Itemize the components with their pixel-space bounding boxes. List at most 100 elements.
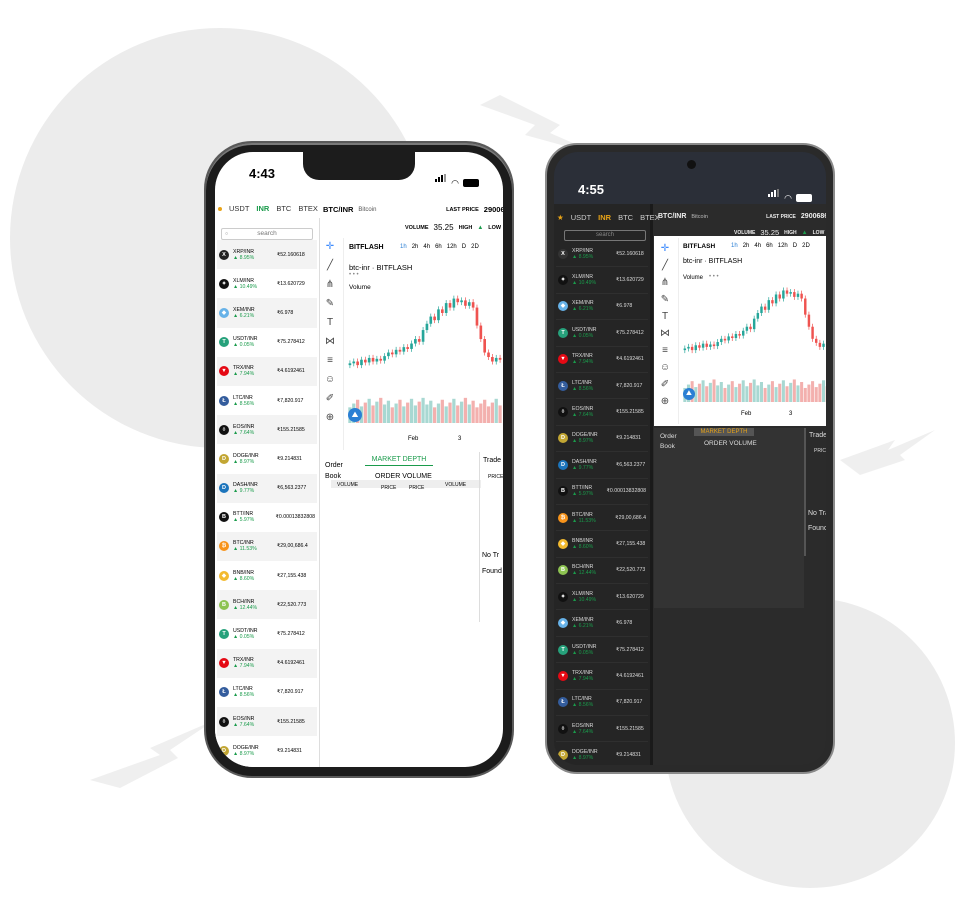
timeframe-12h[interactable]: 12h: [777, 243, 788, 249]
coin-row[interactable]: Ł LTC/INR ▲ 8.56% ₹7,820.917: [217, 678, 317, 707]
trades-label: Trade: [809, 432, 826, 439]
timeframe-d[interactable]: D: [792, 243, 798, 249]
coin-row[interactable]: Ł LTC/INR ▲ 8.56% ₹7,820.917: [556, 373, 648, 400]
ruler-icon[interactable]: ✐: [660, 379, 670, 390]
coin-row[interactable]: ✦ XLM/INR ▲ 10.49% ₹13.620729: [217, 269, 317, 298]
coin-pair: DOGE/INR: [572, 432, 598, 439]
pattern-icon[interactable]: ⋈: [660, 328, 670, 339]
no-trades-text: No Tra: [808, 510, 826, 517]
favorite-dot-icon[interactable]: [218, 206, 222, 211]
crosshair-icon[interactable]: ✛: [660, 243, 670, 254]
market-tab-btc[interactable]: BTC: [276, 204, 292, 213]
coin-row[interactable]: ▼ TRX/INR ▲ 7.94% ₹4.6192461: [556, 347, 648, 373]
coin-row[interactable]: ₿ BTC/INR ▲ 11.53% ₹29,00,686.4: [556, 505, 648, 532]
coin-row[interactable]: ◆ XEM/INR ▲ 6.21% ₹6.978: [556, 294, 648, 321]
timeframe-d[interactable]: D: [461, 244, 467, 250]
market-depth-tab[interactable]: MARKET DEPTH: [365, 456, 433, 466]
zoom-icon[interactable]: ⊕: [660, 396, 670, 407]
timeframe-2d[interactable]: 2D: [802, 243, 810, 249]
market-tab-usdt[interactable]: USDT: [570, 213, 592, 222]
coin-row[interactable]: T USDT/INR ▲ 0.05% ₹75.278412: [556, 320, 648, 347]
coin-row[interactable]: B BTT/INR ▲ 5.97% ₹0.00013832808: [556, 479, 648, 505]
volume-bar: [789, 382, 793, 402]
timeframe-1h[interactable]: 1h: [731, 243, 738, 249]
market-tab-inr[interactable]: INR: [256, 204, 270, 213]
candle-body: [716, 342, 719, 347]
brush-icon[interactable]: ✎: [660, 294, 670, 305]
coin-icon: ▼: [558, 670, 568, 681]
coin-row[interactable]: D DOGE/INR ▲ 8.97% ₹9.214831: [556, 426, 648, 453]
search-input[interactable]: search: [564, 230, 646, 241]
coin-row[interactable]: ▼ TRX/INR ▲ 7.94% ₹4.6192461: [556, 663, 648, 690]
coin-row[interactable]: X XRP/INR ▲ 8.95% ₹52.160618: [217, 240, 317, 270]
timeframe-6h[interactable]: 6h: [435, 244, 442, 250]
coin-row[interactable]: ◆ XEM/INR ▲ 6.21% ₹6.978: [556, 610, 648, 637]
market-tab-inr[interactable]: INR: [598, 213, 612, 222]
fib-icon[interactable]: ≡: [327, 355, 333, 366]
coin-row[interactable]: D DOGE/INR ▲ 8.97% ₹9.214831: [217, 444, 317, 473]
coin-row[interactable]: ◆ BNB/INR ▲ 8.60% ₹27,155.438: [217, 561, 317, 590]
timeframe-2h[interactable]: 2h: [742, 243, 750, 249]
market-tab-btc[interactable]: BTC: [618, 213, 634, 222]
timeframe-4h[interactable]: 4h: [754, 243, 762, 249]
coin-row[interactable]: Ł LTC/INR ▲ 8.56% ₹7,820.917: [217, 386, 317, 415]
coin-row[interactable]: X XRP/INR ▲ 8.95% ₹52.160618: [556, 241, 648, 268]
coin-row[interactable]: T USDT/INR ▲ 0.05% ₹75.278412: [556, 637, 648, 664]
coin-row[interactable]: T USDT/INR ▲ 0.05% ₹75.278412: [217, 328, 317, 357]
trend-line-icon[interactable]: ╱: [661, 260, 669, 271]
coin-row[interactable]: T USDT/INR ▲ 0.05% ₹75.278412: [217, 619, 317, 648]
coin-change: ▲ 12.44%: [233, 604, 258, 611]
coin-row[interactable]: B BCH/INR ▲ 12.44% ₹22,520.773: [556, 558, 648, 585]
search-input[interactable]: ○ search: [221, 228, 313, 240]
market-depth-tab[interactable]: MARKET DEPTH: [694, 428, 754, 436]
coin-row[interactable]: ◆ BNB/INR ▲ 8.60% ₹27,155.438: [556, 531, 648, 558]
timeframe-6h[interactable]: 6h: [766, 243, 773, 249]
smiley-icon[interactable]: ☺: [659, 362, 671, 373]
coin-row[interactable]: ◊ EOS/INR ▲ 7.64% ₹155.21585: [556, 716, 648, 743]
coin-row[interactable]: ✦ XLM/INR ▲ 10.49% ₹13.620729: [556, 267, 648, 294]
text-tool-icon[interactable]: T: [661, 311, 669, 322]
favorite-star-icon[interactable]: ★: [557, 213, 564, 222]
coin-row[interactable]: ◊ EOS/INR ▲ 7.64% ₹155.21585: [217, 415, 317, 445]
price-chart[interactable]: BITFLASH 1h 2h 4h 6h 12h D 2D btc-inr · BITFLA…: [678, 238, 826, 424]
pattern-icon[interactable]: ⋈: [325, 336, 335, 347]
coin-row[interactable]: D DOGE/INR ▲ 8.97% ₹9.214831: [556, 742, 648, 765]
coin-row[interactable]: ₿ BTC/INR ▲ 11.53% ₹29,00,686.4: [217, 531, 317, 562]
coin-row[interactable]: ◊ EOS/INR ▲ 7.64% ₹155.21585: [556, 399, 648, 426]
brush-icon[interactable]: ✎: [325, 298, 335, 309]
coin-row[interactable]: ◆ XEM/INR ▲ 6.21% ₹6.978: [217, 298, 317, 328]
market-tab-btex[interactable]: BTEX: [640, 213, 660, 222]
coin-change: ▲ 10.49%: [572, 596, 597, 603]
timeframe-2d[interactable]: 2D: [471, 244, 479, 250]
pitchfork-icon[interactable]: ⋔: [660, 277, 670, 288]
smiley-icon[interactable]: ☺: [324, 374, 336, 385]
pitchfork-icon[interactable]: ⋔: [325, 279, 335, 290]
coin-change: ▲ 9.77%: [572, 464, 594, 471]
coin-row[interactable]: D DASH/INR ▲ 9.77% ₹6,563.2377: [556, 452, 648, 479]
coin-row[interactable]: ◊ EOS/INR ▲ 7.64% ₹155.21585: [217, 707, 317, 737]
zoom-icon[interactable]: ⊕: [325, 412, 335, 423]
text-tool-icon[interactable]: T: [326, 317, 334, 328]
coin-row[interactable]: ▼ TRX/INR ▲ 7.94% ₹4.6192461: [217, 648, 317, 678]
coin-row[interactable]: Ł LTC/INR ▲ 8.56% ₹7,820.917: [556, 690, 648, 717]
coin-row[interactable]: ▼ TRX/INR ▲ 7.94% ₹4.6192461: [217, 356, 317, 386]
ruler-icon[interactable]: ✐: [325, 393, 335, 404]
trend-line-icon[interactable]: ╱: [326, 260, 334, 271]
coin-row[interactable]: ✦ XLM/INR ▲ 10.49% ₹13.620729: [556, 584, 648, 611]
timeframe-1h[interactable]: 1h: [400, 244, 407, 250]
market-tab-usdt[interactable]: USDT: [229, 204, 250, 213]
coin-price: ₹155.21585: [616, 725, 644, 732]
coin-row[interactable]: D DASH/INR ▲ 9.77% ₹6,563.2377: [217, 473, 317, 503]
coin-row[interactable]: B BCH/INR ▲ 12.44% ₹22,520.773: [217, 590, 317, 620]
market-tab-btex[interactable]: BTEX: [298, 204, 318, 213]
coin-row[interactable]: D DOGE/INR ▲ 8.97% ₹9.214831: [217, 736, 317, 765]
coin-pair: BNB/INR: [572, 537, 594, 544]
timeframe-12h[interactable]: 12h: [446, 244, 457, 250]
timeframe-2h[interactable]: 2h: [411, 244, 419, 250]
fib-icon[interactable]: ≡: [662, 345, 668, 356]
coin-row[interactable]: B BTT/INR ▲ 5.97% ₹0.00013832808: [217, 503, 317, 532]
volume-bar: [486, 406, 491, 423]
crosshair-icon[interactable]: ✛: [325, 241, 335, 252]
price-chart[interactable]: BITFLASH 1h 2h 4h 6h 12h D 2D btc-inr · BITFLA…: [343, 238, 503, 450]
timeframe-4h[interactable]: 4h: [423, 244, 431, 250]
